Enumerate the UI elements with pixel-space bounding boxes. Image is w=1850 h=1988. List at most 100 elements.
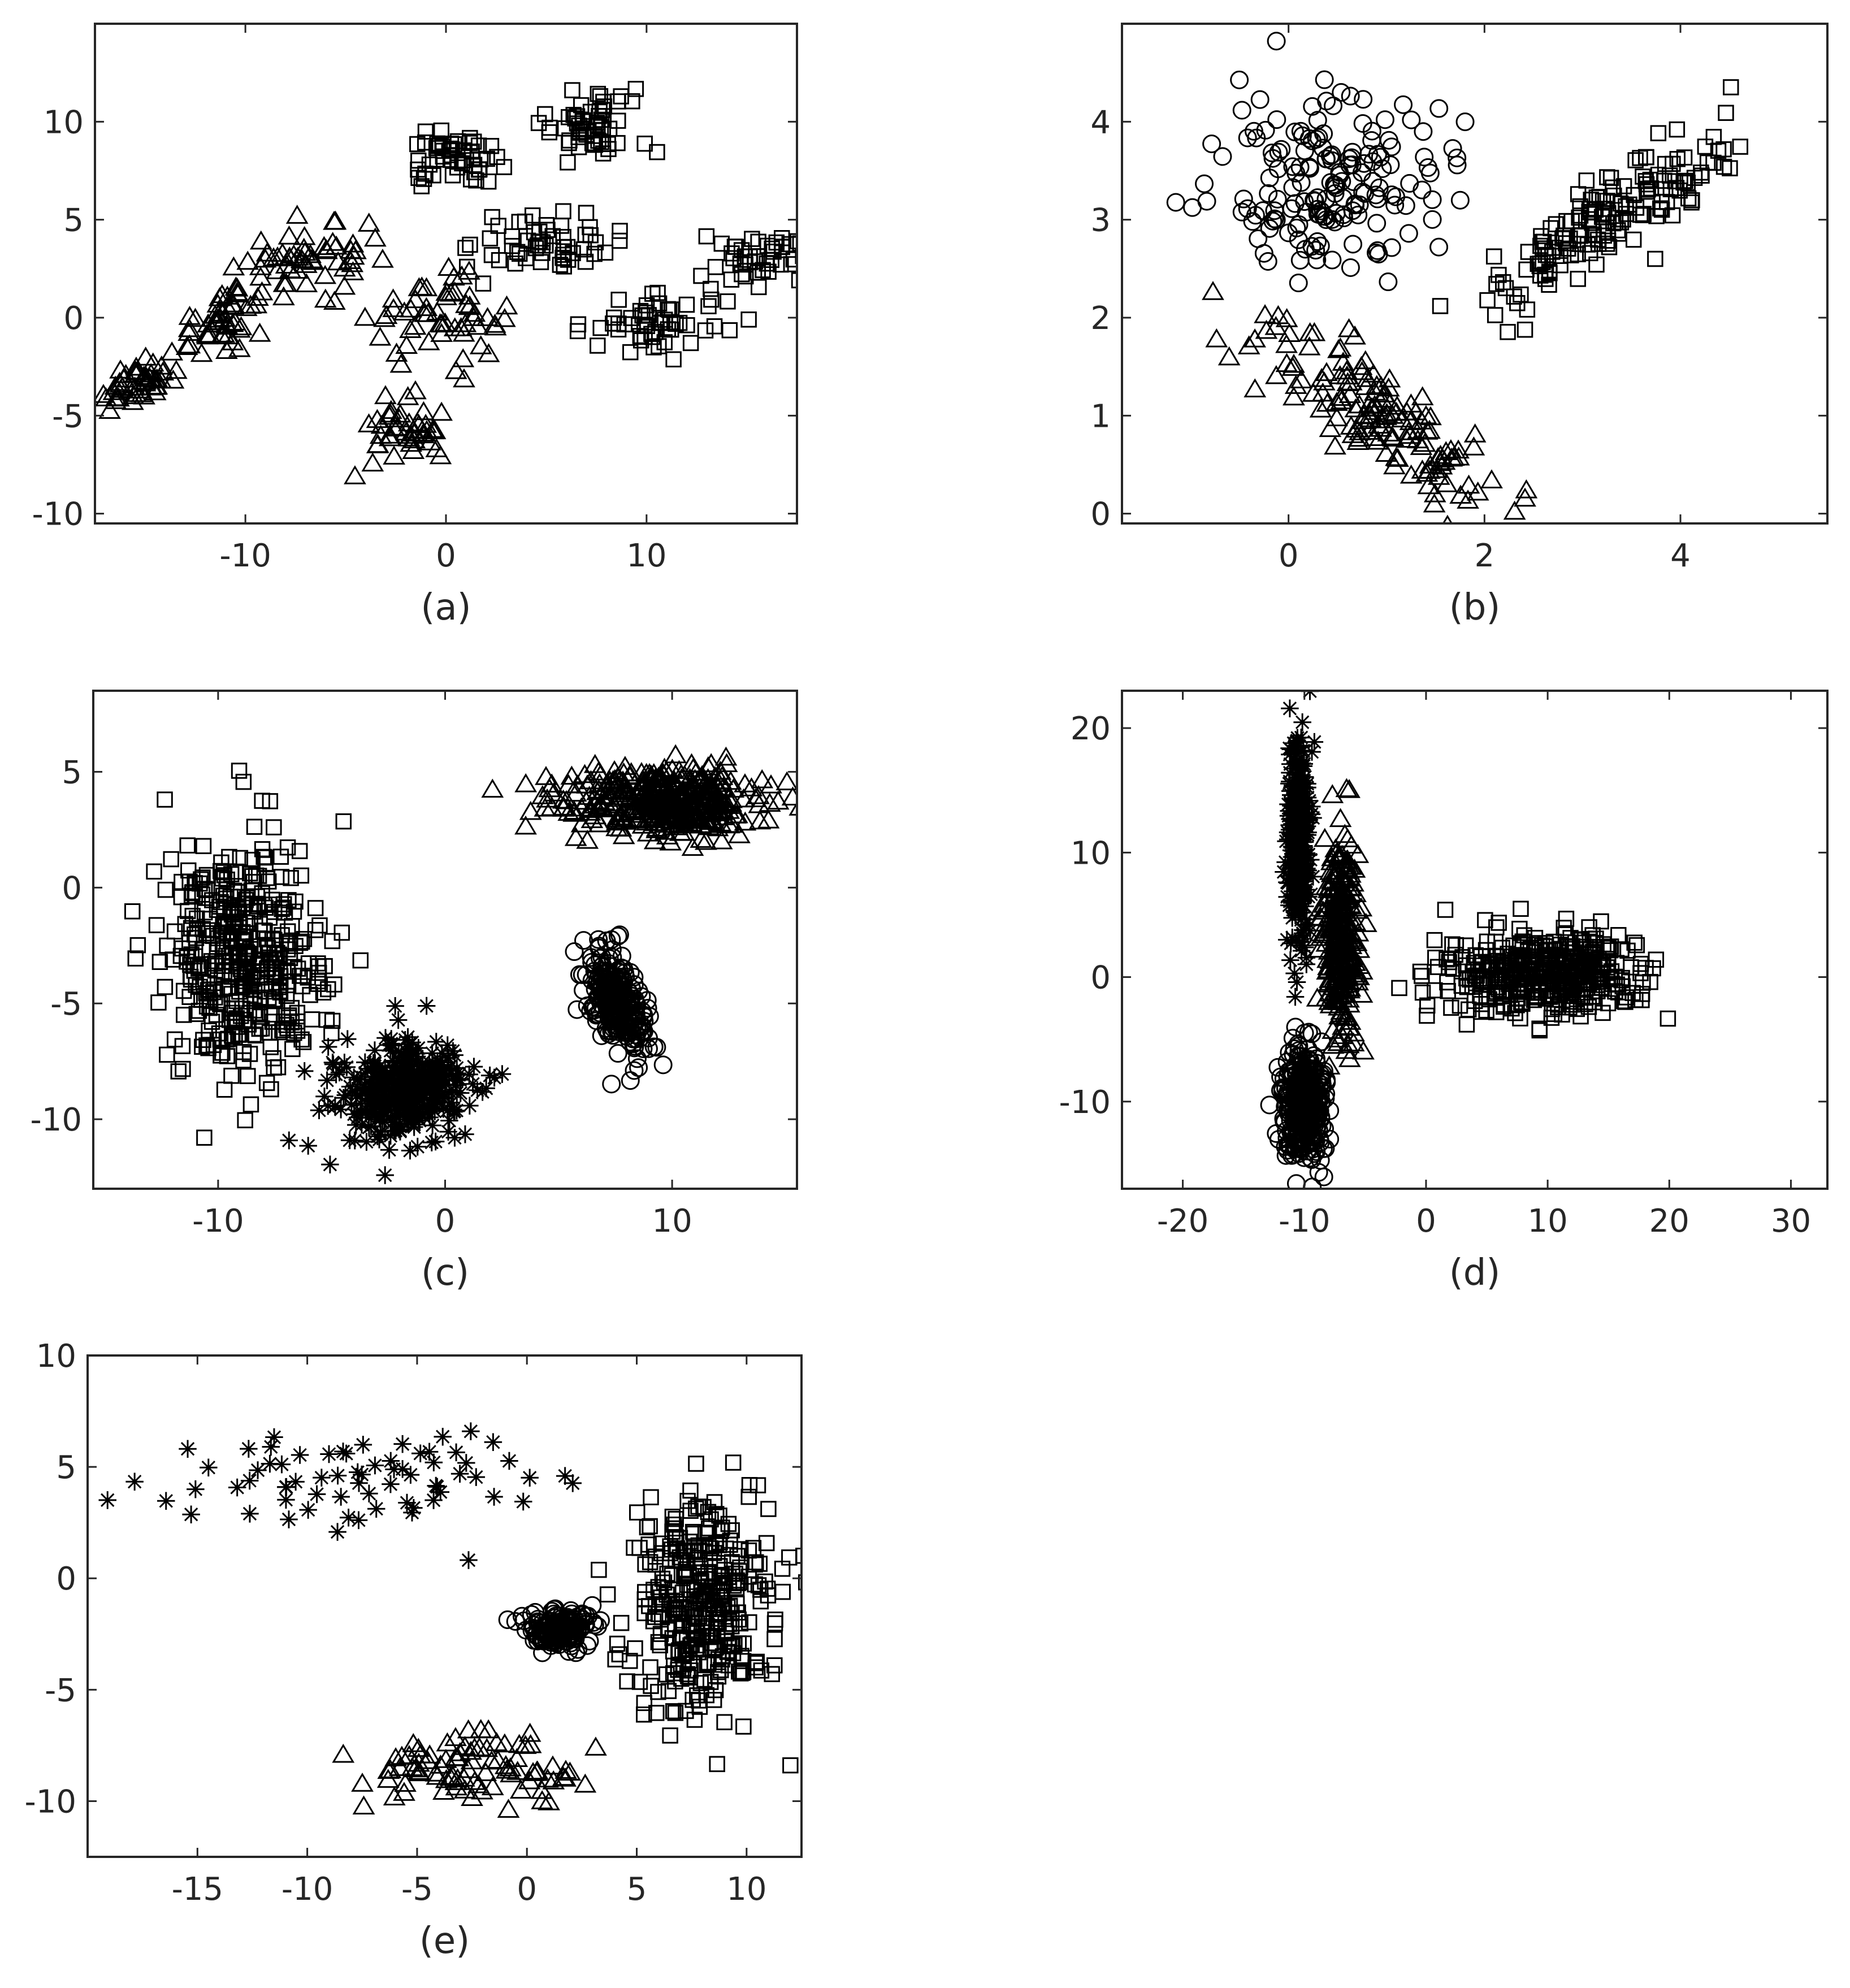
square-marker-point <box>245 1027 262 1043</box>
star-marker-point <box>401 1466 420 1484</box>
circle-marker-point <box>1332 83 1351 102</box>
square-marker-point <box>622 1653 638 1669</box>
triangle-marker-point <box>430 401 453 421</box>
square-marker-point <box>480 173 497 190</box>
circle-marker-point <box>1283 157 1302 176</box>
star-marker-point <box>378 1106 396 1124</box>
triangle-marker-point <box>150 355 173 375</box>
star-marker-point <box>456 1125 474 1144</box>
square-marker-point <box>697 1524 714 1541</box>
star-marker-point <box>447 1443 465 1462</box>
star-marker-point <box>426 1132 445 1151</box>
triangle-marker-point <box>409 1762 431 1782</box>
square-marker-point <box>1532 267 1549 284</box>
circle-marker-point <box>653 1055 673 1075</box>
square-marker-point <box>326 976 343 993</box>
square-marker-point <box>1550 999 1566 1015</box>
triangle-marker-point <box>141 352 164 372</box>
triangle-marker-point <box>248 322 271 342</box>
circle-marker-point <box>498 1610 517 1629</box>
square-marker-point <box>767 1612 783 1628</box>
square-marker-point <box>713 235 730 252</box>
square-marker-point <box>271 983 288 999</box>
square-marker-point <box>232 850 249 867</box>
square-marker-point <box>774 239 791 255</box>
star-marker-point <box>318 1071 336 1089</box>
triangle-marker-point <box>382 288 405 307</box>
square-marker-point <box>289 1004 306 1021</box>
square-marker-point <box>1648 208 1665 224</box>
triangle-marker-point <box>341 261 365 280</box>
square-marker-point <box>455 142 471 159</box>
square-marker-point <box>741 1614 757 1631</box>
triangle-marker-point <box>469 335 492 354</box>
triangle-marker-point <box>404 315 427 335</box>
square-marker-point <box>735 1635 752 1652</box>
square-marker-point <box>764 1666 780 1682</box>
triangle-marker-point <box>393 301 416 321</box>
square-marker-point <box>1643 180 1660 197</box>
circle-marker-point <box>1303 1127 1322 1146</box>
circle-marker-point <box>1202 134 1221 153</box>
triangle-marker-point <box>395 421 418 441</box>
triangle-marker-point <box>1340 882 1362 902</box>
square-marker-point <box>791 272 797 289</box>
star-marker-point <box>249 1461 267 1479</box>
triangle-marker-point <box>505 1748 528 1768</box>
triangle-marker-point <box>162 369 185 389</box>
circle-marker-point <box>1355 184 1374 203</box>
square-marker-point <box>622 344 639 361</box>
star-marker-point <box>157 1492 175 1510</box>
triangle-marker-point <box>1457 490 1479 509</box>
triangle-marker-point <box>397 1745 421 1764</box>
star-marker-point <box>265 1428 283 1446</box>
triangle-marker-point <box>279 259 302 279</box>
square-marker-point <box>723 245 740 262</box>
triangle-marker-point <box>1205 328 1228 348</box>
square-marker-point <box>1553 982 1570 999</box>
square-marker-point <box>1635 168 1651 185</box>
square-marker-point <box>695 1591 712 1608</box>
circle-marker-point <box>1317 92 1336 111</box>
x-tick-label: 0 <box>1416 1203 1436 1240</box>
triangle-marker-point <box>576 829 599 849</box>
star-marker-point <box>388 1063 407 1081</box>
x-tick-label: 10 <box>1527 1203 1567 1240</box>
square-marker-point <box>251 1020 268 1037</box>
star-marker-point <box>405 1498 423 1517</box>
star-marker-point <box>1293 892 1311 911</box>
square-marker-point <box>1626 187 1642 203</box>
triangle-marker-point <box>1449 484 1472 504</box>
square-marker-point <box>707 259 724 275</box>
triangle-marker-point <box>1202 281 1224 300</box>
square-marker-point <box>789 233 797 250</box>
triangle-marker-point <box>449 317 473 336</box>
triangle-marker-point <box>1321 784 1344 803</box>
star-marker-point <box>348 1071 367 1089</box>
triangle-marker-point <box>720 813 743 833</box>
square-marker-point <box>220 979 237 995</box>
circle-marker-point <box>1290 250 1310 270</box>
square-marker-point <box>571 1613 587 1630</box>
star-marker-point <box>1293 766 1311 784</box>
triangle-marker-point <box>608 787 631 807</box>
square-marker-point <box>645 339 662 356</box>
square-marker-point <box>300 969 317 986</box>
square-marker-point <box>1600 205 1617 222</box>
square-marker-point <box>189 910 205 927</box>
square-marker-point <box>1472 976 1489 993</box>
triangle-marker-point <box>481 1776 504 1795</box>
triangle-marker-point <box>124 363 147 383</box>
triangle-marker-point <box>375 305 398 324</box>
square-marker-point <box>1686 170 1703 186</box>
square-marker-point <box>665 1703 682 1720</box>
square-marker-point <box>1488 967 1504 983</box>
triangle-marker-point <box>601 797 623 817</box>
square-marker-point <box>213 854 229 871</box>
triangle-marker-point <box>376 1769 400 1788</box>
triangle-marker-point <box>509 1779 532 1799</box>
star-marker-point <box>389 1011 408 1029</box>
star-marker-point <box>485 1488 503 1506</box>
star-marker-point <box>1281 755 1299 773</box>
triangle-marker-point <box>344 240 367 259</box>
